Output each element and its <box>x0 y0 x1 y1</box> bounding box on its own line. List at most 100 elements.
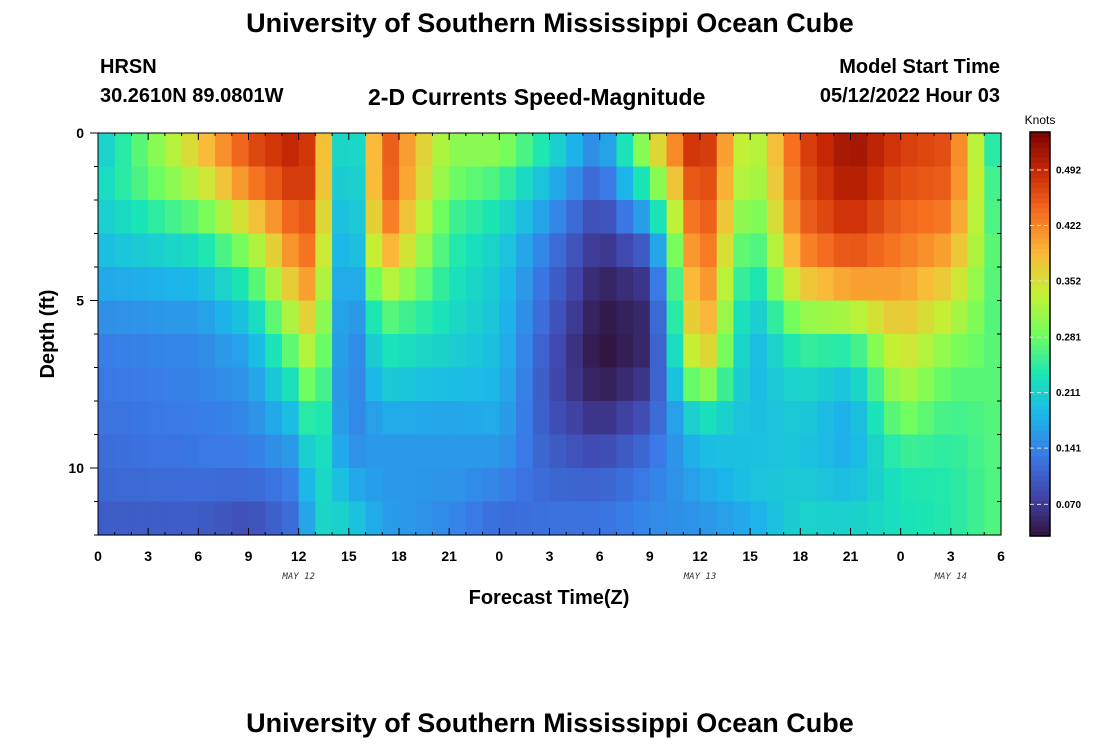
heatmap-cell <box>867 334 885 369</box>
x-tick-label: 12 <box>692 548 708 564</box>
heatmap-cell <box>449 166 467 201</box>
heatmap-cell <box>867 501 885 536</box>
heatmap-cell <box>599 233 617 268</box>
heatmap-cell <box>198 133 216 168</box>
heatmap-cell <box>833 367 852 402</box>
heatmap-cell <box>883 233 902 268</box>
heatmap-cell <box>582 133 601 168</box>
heatmap-cell <box>599 200 617 235</box>
heatmap-cell <box>231 334 250 369</box>
heatmap-cell <box>616 367 634 402</box>
heatmap-cell <box>148 468 166 503</box>
heatmap-cell <box>131 200 149 235</box>
heatmap-cell <box>666 200 684 235</box>
heatmap-cell <box>532 233 551 268</box>
heatmap-cell <box>817 166 835 201</box>
heatmap-cell <box>700 401 718 436</box>
heatmap-cell <box>516 267 534 302</box>
heatmap-cell <box>582 468 601 503</box>
heatmap-cell <box>332 468 350 503</box>
heatmap-cell <box>298 166 316 201</box>
colorbar-segment <box>1030 293 1050 300</box>
heatmap-cell <box>465 300 484 335</box>
colorbar-segment <box>1030 172 1050 179</box>
heatmap-cell <box>616 267 634 302</box>
heatmap-cell <box>582 334 601 369</box>
heatmap-cell <box>817 200 835 235</box>
heatmap-cell <box>231 501 250 536</box>
heatmap-cell <box>315 468 333 503</box>
heatmap-cell <box>867 267 885 302</box>
heatmap-cell <box>298 367 316 402</box>
heatmap-cell <box>248 434 266 469</box>
heatmap-cell <box>950 200 969 235</box>
colorbar-segment <box>1030 374 1050 381</box>
heatmap-cell <box>850 200 868 235</box>
heatmap-cell <box>616 468 634 503</box>
heatmap-cell <box>114 233 133 268</box>
heatmap-cell <box>750 200 768 235</box>
heatmap-cell <box>984 468 1002 503</box>
heatmap-cell <box>649 233 668 268</box>
heatmap-cell <box>198 501 216 536</box>
heatmap-cell <box>582 166 601 201</box>
colorbar-tick-label: 0.422 <box>1056 221 1081 232</box>
colorbar-segment <box>1030 369 1050 375</box>
colorbar-segment <box>1030 379 1050 386</box>
heatmap-cell <box>265 401 283 436</box>
heatmap-cell <box>181 401 199 436</box>
heatmap-cell <box>131 501 149 536</box>
heatmap-cell <box>281 300 300 335</box>
heatmap-cell <box>215 300 233 335</box>
heatmap-cell <box>265 468 283 503</box>
heatmap-cell <box>532 367 551 402</box>
chart-subtitle: 2-D Currents Speed-Magnitude <box>368 84 706 110</box>
heatmap-cell <box>499 133 517 168</box>
heatmap-cell <box>148 267 166 302</box>
heatmap-cell <box>934 501 952 536</box>
heatmap-cell <box>549 434 567 469</box>
heatmap-cell <box>198 233 216 268</box>
heatmap-cell <box>817 300 835 335</box>
heatmap-cell <box>649 200 668 235</box>
heatmap-cell <box>348 133 367 168</box>
heatmap-cell <box>181 133 199 168</box>
heatmap-cell <box>616 401 634 436</box>
colorbar-segment <box>1030 409 1050 416</box>
heatmap-cell <box>332 133 350 168</box>
heatmap-cell <box>566 401 584 436</box>
heatmap-cell <box>616 233 634 268</box>
x-tick-label: 0 <box>495 548 503 564</box>
heatmap-cell <box>365 166 383 201</box>
heatmap-cell <box>432 434 450 469</box>
heatmap-cell <box>733 300 751 335</box>
heatmap-cell <box>432 501 450 536</box>
heatmap-cell <box>549 233 567 268</box>
colorbar-segment <box>1030 530 1050 537</box>
colorbar-segment <box>1030 450 1050 456</box>
colorbar-segment <box>1030 202 1050 209</box>
heatmap-cell <box>783 133 801 168</box>
heatmap-cell <box>934 468 952 503</box>
colorbar-segment <box>1030 455 1050 461</box>
heatmap-cell <box>633 434 651 469</box>
x-tick-label: 9 <box>646 548 654 564</box>
heatmap-cell <box>984 166 1002 201</box>
colorbar-segment <box>1030 162 1050 168</box>
y-tick-label: 5 <box>76 293 84 309</box>
heatmap-cell <box>98 166 116 201</box>
heatmap-cell <box>666 233 684 268</box>
heatmap-cell <box>817 401 835 436</box>
heatmap-cell <box>465 501 484 536</box>
colorbar-segment <box>1030 258 1050 264</box>
heatmap-cell <box>867 367 885 402</box>
heatmap-cell <box>934 133 952 168</box>
heatmap-cell <box>817 334 835 369</box>
heatmap-cell <box>399 200 417 235</box>
heatmap-cell <box>883 133 902 168</box>
heatmap-cell <box>800 233 818 268</box>
heatmap-cell <box>465 166 484 201</box>
heatmap-cell <box>649 468 668 503</box>
heatmap-cell <box>900 133 918 168</box>
heatmap-cell <box>399 468 417 503</box>
